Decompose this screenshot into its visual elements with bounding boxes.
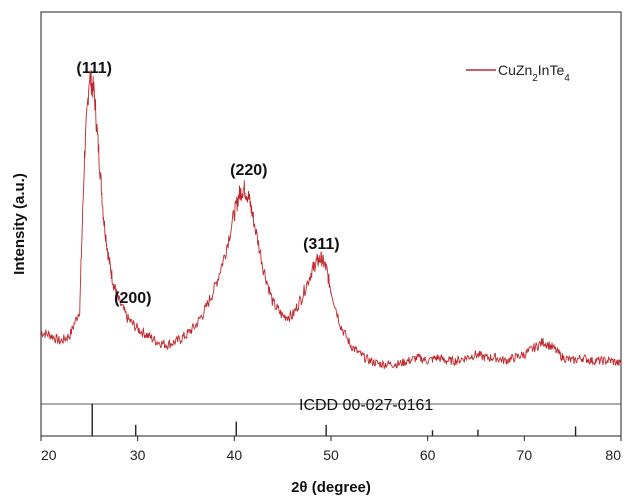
x-tick-label-20: 20 (41, 447, 57, 463)
peak-label-4: (311) (303, 236, 339, 253)
x-axis-title: 2θ (degree) (291, 479, 371, 496)
peak-label-2: (200) (114, 290, 151, 307)
legend: CuZn2InTe4 (466, 62, 570, 84)
peak-labels: (111) (200) (220) (311) (76, 60, 339, 307)
peak-label-1: (111) (76, 60, 112, 77)
y-axis-title: Intensity (a.u.) (11, 173, 28, 275)
x-tick-label-80: 80 (605, 447, 621, 463)
reference-label: ICDD 00-027-0161 (299, 397, 433, 414)
x-axis-ticks: 20 30 40 50 60 70 80 (40, 436, 622, 463)
legend-entry-label: CuZn2InTe4 (498, 62, 570, 84)
reference-peaks (91, 404, 577, 436)
series-line-cuzn2inte4 (40, 69, 622, 371)
x-tick-label-50: 50 (323, 447, 339, 463)
peak-label-3: (220) (230, 162, 267, 179)
x-tick-label-30: 30 (130, 447, 146, 463)
x-tick-label-40: 40 (227, 447, 243, 463)
x-tick-label-60: 60 (420, 447, 436, 463)
x-tick-label-70: 70 (517, 447, 533, 463)
